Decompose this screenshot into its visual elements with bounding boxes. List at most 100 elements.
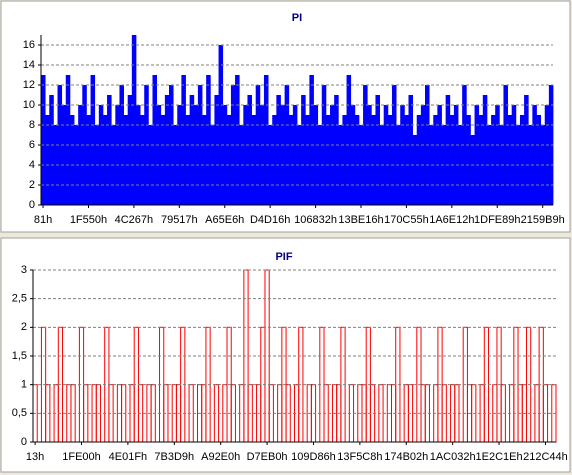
bar	[65, 75, 71, 205]
bar	[226, 115, 232, 205]
bar	[313, 105, 319, 205]
bar	[342, 115, 347, 205]
bar	[491, 115, 496, 205]
bar	[544, 105, 550, 205]
bar	[292, 105, 298, 205]
bar	[263, 75, 269, 205]
bar	[486, 125, 492, 205]
bar	[330, 105, 335, 205]
bar	[69, 115, 75, 205]
bar	[524, 95, 529, 205]
bar	[478, 115, 484, 205]
y-tick-label: 3	[21, 264, 27, 276]
bar	[152, 75, 158, 205]
x-tick-label: 13BE16h	[338, 214, 383, 226]
y-tick-label: 6	[29, 139, 35, 151]
bar	[78, 105, 83, 205]
bar	[193, 105, 199, 205]
bar	[259, 105, 265, 205]
bar	[536, 115, 542, 205]
bar	[482, 95, 488, 205]
bar	[346, 75, 352, 205]
x-tick-label: 79517h	[161, 214, 198, 226]
x-tick-label: A65E6h	[205, 214, 244, 226]
bar	[354, 115, 360, 205]
bar	[305, 115, 310, 205]
bar	[301, 95, 306, 205]
y-tick-label: 8	[29, 119, 35, 131]
x-tick-label: 106832h	[294, 214, 337, 226]
bar	[86, 115, 91, 205]
x-tick-label: 4C267h	[115, 214, 154, 226]
bar	[185, 115, 191, 205]
bar	[140, 115, 145, 205]
x-tick-label: D7EB0h	[247, 451, 288, 463]
bar	[61, 105, 67, 205]
bar	[507, 115, 513, 205]
bar	[466, 115, 471, 205]
bar	[53, 125, 58, 205]
bar	[400, 105, 405, 205]
bar	[371, 115, 376, 205]
y-tick-label: 10	[23, 99, 35, 111]
bar	[532, 105, 537, 205]
x-tick-label: 1E2C1Eh	[476, 451, 523, 463]
bar	[325, 115, 331, 205]
bar	[317, 125, 323, 205]
bar	[160, 115, 166, 205]
bar	[437, 105, 442, 205]
y-tick-label: 16	[23, 39, 35, 51]
y-tick-label: 4	[29, 159, 35, 171]
x-tick-label: 2159B9h	[521, 214, 565, 226]
bar	[391, 85, 397, 205]
bar	[57, 85, 63, 205]
bar	[45, 115, 50, 205]
bar	[445, 95, 451, 205]
bar	[458, 125, 463, 205]
bar	[383, 105, 389, 205]
y-tick-label: 0,5	[12, 407, 27, 419]
bar	[528, 125, 533, 205]
y-tick-label: 2,5	[12, 293, 27, 305]
bar	[127, 95, 133, 205]
bar	[148, 125, 153, 205]
bar	[235, 75, 240, 205]
bar	[511, 105, 517, 205]
bar	[156, 105, 162, 205]
bar	[416, 115, 422, 205]
bar	[363, 85, 368, 205]
bar	[404, 115, 409, 205]
bar	[181, 75, 186, 205]
bar	[503, 85, 508, 205]
bar	[297, 125, 302, 205]
y-tick-label: 0	[21, 436, 27, 448]
y-tick-label: 14	[23, 59, 35, 71]
bar	[82, 85, 87, 205]
bar	[243, 105, 248, 205]
bar	[474, 105, 480, 205]
bar	[214, 95, 219, 205]
x-tick-label: 1F550h	[70, 214, 107, 226]
bar	[115, 105, 120, 205]
bar	[41, 75, 46, 205]
bar	[222, 105, 228, 205]
x-tick-label: 81h	[34, 214, 52, 226]
bar	[495, 105, 500, 205]
bar	[470, 135, 475, 205]
bar	[321, 85, 327, 205]
x-tick-label: 13h	[26, 451, 44, 463]
y-tick-label: 1,5	[12, 350, 27, 362]
bar	[206, 75, 211, 205]
x-tick-label: D4D16h	[250, 214, 290, 226]
x-tick-label: 4E01Fh	[109, 451, 148, 463]
bar	[268, 125, 273, 205]
bar	[98, 105, 104, 205]
y-tick-label: 1	[21, 379, 27, 391]
bar	[218, 45, 224, 205]
bar	[334, 95, 339, 205]
bar	[131, 35, 137, 205]
bar	[247, 95, 252, 205]
x-tick-label: A92E0h	[201, 451, 240, 463]
bar	[519, 115, 525, 205]
bar	[135, 105, 141, 205]
